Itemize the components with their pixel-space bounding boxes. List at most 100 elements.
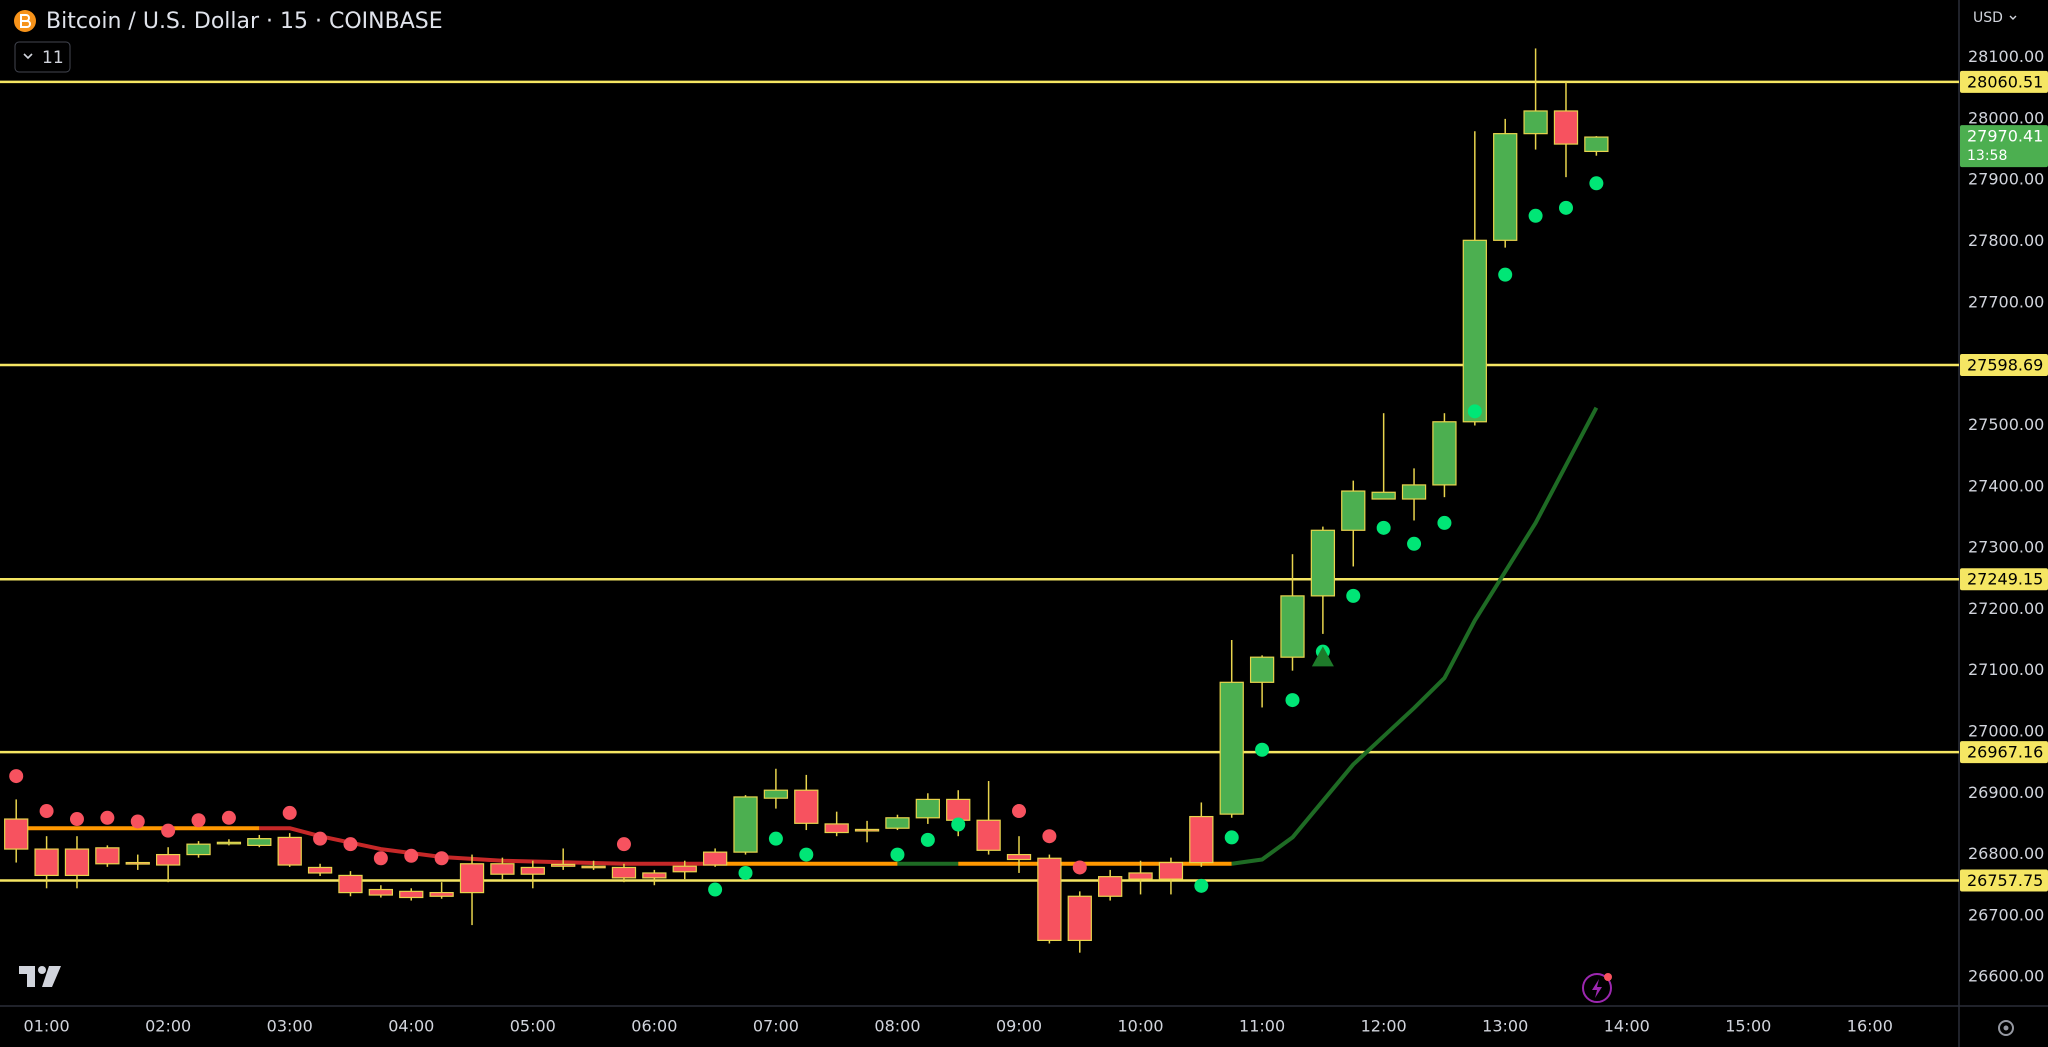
candle-body [1584, 136, 1609, 153]
sar-dot [1589, 176, 1604, 191]
sar-dot [1042, 829, 1057, 844]
sar-dot [434, 851, 449, 866]
currency-selector[interactable]: USD [1973, 10, 2003, 26]
candle-body [490, 863, 515, 875]
candle-body [247, 838, 272, 846]
candle-body [611, 866, 637, 879]
candle-body [95, 847, 120, 865]
candle-body [1401, 484, 1427, 500]
sar-dot [616, 837, 631, 852]
sar-dot [69, 812, 84, 827]
candle-body [1006, 853, 1032, 861]
sar-dot [373, 851, 388, 866]
y-tick-label: 27800.00 [1968, 231, 2044, 250]
y-tick-label: 26800.00 [1968, 844, 2044, 863]
sar-dot [1224, 830, 1239, 845]
candle-body [672, 865, 697, 873]
candle-body [1219, 681, 1244, 815]
gear-icon [1998, 1020, 2014, 1036]
x-tick-label: 13:00 [1482, 1017, 1528, 1036]
candle-body [1067, 895, 1092, 942]
candle-body [915, 798, 940, 819]
x-tick-label: 01:00 [24, 1017, 70, 1036]
candle-body [1493, 133, 1518, 241]
sar-dot [1194, 878, 1209, 893]
sar-dot [951, 817, 966, 832]
sar-dot [191, 813, 206, 828]
candle-body [64, 848, 90, 877]
level-label: 27598.69 [1967, 355, 2043, 374]
chart-title: Bitcoin / U.S. Dollar · 15 · COINBASE [46, 9, 443, 34]
candle-body [551, 863, 576, 867]
candle-body [794, 789, 819, 824]
sar-dot [1407, 536, 1422, 551]
x-tick-label: 10:00 [1118, 1017, 1164, 1036]
last-price-label: 27970.41 [1967, 127, 2043, 146]
candle-body [1341, 490, 1366, 531]
sar-dot [100, 810, 115, 825]
chevron-icon [2009, 15, 2017, 20]
x-tick-label: 05:00 [510, 1017, 556, 1036]
candle-body [307, 866, 333, 874]
gear-center [2003, 1025, 2009, 1031]
y-tick-label: 28000.00 [1968, 108, 2044, 127]
logo-part [38, 966, 46, 974]
candle-body [581, 865, 606, 869]
level-label-box [1960, 869, 2048, 892]
last-price-box [1960, 125, 2048, 168]
y-tick-label: 28100.00 [1968, 47, 2044, 66]
y-tick-label: 27200.00 [1968, 599, 2044, 618]
level-label: 27249.15 [1967, 570, 2043, 589]
y-tick-label: 27700.00 [1968, 292, 2044, 311]
y-tick-label: 26900.00 [1968, 783, 2044, 802]
lightning-ring [1582, 973, 1612, 1003]
candle-body [702, 851, 728, 866]
settings-button[interactable] [1998, 1020, 2014, 1036]
indicator-line [1231, 406, 1599, 866]
indicators-toggle[interactable] [14, 41, 71, 73]
x-tick-label: 06:00 [631, 1017, 677, 1036]
sar-dot [1528, 208, 1543, 223]
x-tick-label: 15:00 [1725, 1017, 1771, 1036]
sar-dot [1072, 860, 1087, 875]
sar-dot [1558, 200, 1573, 215]
lightning-button[interactable] [1582, 973, 1612, 1003]
x-tick-label: 07:00 [753, 1017, 799, 1036]
x-tick-label: 04:00 [388, 1017, 434, 1036]
sar-dot [1376, 520, 1391, 535]
candle-body [1098, 876, 1123, 897]
x-tick-label: 09:00 [996, 1017, 1042, 1036]
level-label-box [1960, 353, 2048, 376]
candle-body [4, 818, 29, 850]
candle-body [125, 861, 150, 865]
sar-dot [221, 810, 236, 825]
candle-body [1523, 110, 1548, 135]
y-tick-label: 26700.00 [1968, 905, 2044, 924]
candle-body [1371, 491, 1396, 500]
x-tick-label: 03:00 [267, 1017, 313, 1036]
signal-triangle [1311, 646, 1334, 667]
candle-body [1462, 239, 1487, 423]
plot-area [0, 48, 1959, 953]
candle-body [1432, 421, 1457, 486]
candle-body [155, 853, 181, 866]
level-label-box [1960, 568, 2048, 591]
sar-dot [313, 831, 328, 846]
candle-body [824, 823, 849, 834]
candle-body [338, 874, 363, 894]
candle-body [216, 841, 242, 845]
y-tick-label: 27400.00 [1968, 476, 2044, 495]
sar-dot [708, 882, 723, 897]
sar-dot [9, 769, 24, 784]
sar-dot [1012, 804, 1027, 819]
candle-body [642, 872, 667, 879]
x-tick-label: 11:00 [1239, 1017, 1285, 1036]
candle-body [1310, 529, 1336, 597]
indicators-count: 11 [42, 48, 64, 68]
x-tick-label: 16:00 [1847, 1017, 1893, 1036]
candle-body [1158, 861, 1184, 880]
y-tick-label: 27500.00 [1968, 415, 2044, 434]
candle-body [520, 866, 545, 875]
